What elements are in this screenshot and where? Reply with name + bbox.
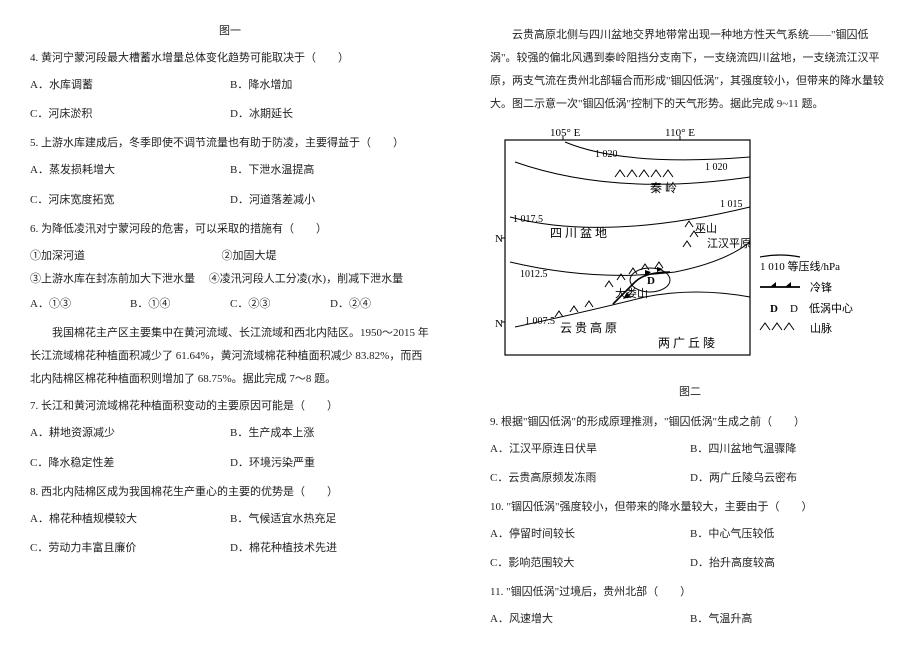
opt: C．②③ bbox=[230, 293, 330, 316]
question-6-choices-b: ③上游水库在封冻前加大下泄水量 ④凌汛河段人工分凌(水)，削减下泄水量 bbox=[30, 268, 430, 291]
region: 两 广 丘 陵 bbox=[658, 336, 715, 350]
passage-7-8: 我国棉花主产区主要集中在黄河流域、长江流域和西北内陆区。1950～2015 年长… bbox=[30, 322, 430, 391]
opt: B．四川盆地气温骤降 bbox=[690, 438, 890, 461]
choice: ①加深河道 bbox=[30, 245, 85, 268]
opt: D．冰期延长 bbox=[230, 103, 430, 126]
question-9-options: A．江汉平原连日伏旱 B．四川盆地气温骤降 bbox=[490, 438, 890, 461]
legend-low: D 低涡中心 bbox=[790, 302, 853, 315]
region: 四 川 盆 地 bbox=[550, 226, 607, 240]
opt: B．①④ bbox=[130, 293, 230, 316]
region: 秦 岭 bbox=[650, 181, 677, 195]
question-8: 8. 西北内陆棉区成为我国棉花生产重心的主要的优势是（ ） bbox=[30, 481, 430, 504]
question-10-options: A．停留时间较长 B．中心气压较低 bbox=[490, 523, 890, 546]
opt: D．两广丘陵乌云密布 bbox=[690, 467, 890, 490]
opt: C．云贵高原频发冻雨 bbox=[490, 467, 690, 490]
question-9: 9. 根据"锢囚低涡"的形成原理推测，"锢囚低涡"生成之前（ ） bbox=[490, 411, 890, 434]
opt: B．生产成本上涨 bbox=[230, 422, 430, 445]
isobar-val: 1 017.5 bbox=[513, 214, 543, 225]
question-10: 10. "锢囚低涡"强度较小，但带来的降水量较大，主要由于（ ） bbox=[490, 496, 890, 519]
question-4: 4. 黄河宁蒙河段最大槽蓄水增量总体变化趋势可能取决于（ ） bbox=[30, 47, 430, 70]
weather-map-svg: 105° E 110° E 30° N 25° N 1 020 bbox=[495, 122, 885, 372]
isobar-val: 1 020 bbox=[595, 149, 618, 160]
question-10-options-b: C．影响范围较大 D．抬升高度较高 bbox=[490, 552, 890, 575]
opt: A．①③ bbox=[30, 293, 130, 316]
question-7-options: A．耕地资源减少 B．生产成本上涨 bbox=[30, 422, 430, 445]
region: 大娄山 bbox=[615, 286, 648, 300]
question-7-options-b: C．降水稳定性差 D．环境污染严重 bbox=[30, 452, 430, 475]
question-11-options: A．风速增大 B．气温升高 bbox=[490, 608, 890, 631]
low-center-mark: D bbox=[647, 275, 655, 287]
map-legend: 1 010 等压线/hPa 冷锋 D D 低涡中心 山脉 bbox=[760, 255, 853, 335]
opt: C．劳动力丰富且廉价 bbox=[30, 537, 230, 560]
figure-1-label: 图一 bbox=[30, 20, 430, 43]
question-5: 5. 上游水库建成后，冬季即使不调节流量也有助于防凌，主要得益于（ ） bbox=[30, 132, 430, 155]
isobar-val: 1 015 bbox=[720, 199, 743, 210]
legend-range: 山脉 bbox=[810, 321, 832, 335]
lat-label: 30° N bbox=[495, 233, 503, 245]
opt: A．耕地资源减少 bbox=[30, 422, 230, 445]
legend-isobar: 1 010 等压线/hPa bbox=[760, 259, 840, 273]
opt: A．停留时间较长 bbox=[490, 523, 690, 546]
opt: D．河道落差减小 bbox=[230, 189, 430, 212]
question-6-choices: ①加深河道 ②加固大堤 bbox=[30, 245, 430, 268]
opt: B．下泄水温提高 bbox=[230, 159, 430, 182]
opt: C．降水稳定性差 bbox=[30, 452, 230, 475]
question-6-options: A．①③ B．①④ C．②③ D．②④ bbox=[30, 293, 430, 316]
region: 巫山 bbox=[695, 222, 717, 235]
opt: B．气候适宜水热充足 bbox=[230, 508, 430, 531]
map-figure-2: 105° E 110° E 30° N 25° N 1 020 bbox=[490, 122, 890, 404]
svg-text:D: D bbox=[770, 303, 778, 315]
lat-label: 25° N bbox=[495, 318, 503, 330]
question-6: 6. 为降低凌汛对宁蒙河段的危害，可以采取的措施有（ ） bbox=[30, 218, 430, 241]
opt: A．风速增大 bbox=[490, 608, 690, 631]
opt: D．②④ bbox=[330, 293, 430, 316]
opt: A．棉花种植规模较大 bbox=[30, 508, 230, 531]
question-8-options-b: C．劳动力丰富且廉价 D．棉花种植技术先进 bbox=[30, 537, 430, 560]
question-7: 7. 长江和黄河流域棉花种植面积变动的主要原因可能是（ ） bbox=[30, 395, 430, 418]
question-4-options: A．水库调蓄 B．降水增加 bbox=[30, 74, 430, 97]
opt: B．中心气压较低 bbox=[690, 523, 890, 546]
choice: ④凌汛河段人工分凌(水)，削减下泄水量 bbox=[209, 268, 403, 291]
opt: B．降水增加 bbox=[230, 74, 430, 97]
legend-front: 冷锋 bbox=[810, 281, 832, 294]
choice: ③上游水库在封冻前加大下泄水量 bbox=[30, 268, 195, 291]
opt: C．河床宽度拓宽 bbox=[30, 189, 230, 212]
question-5-options-b: C．河床宽度拓宽 D．河道落差减小 bbox=[30, 189, 430, 212]
lon-label: 105° E bbox=[550, 127, 581, 139]
opt: A．水库调蓄 bbox=[30, 74, 230, 97]
opt: C．影响范围较大 bbox=[490, 552, 690, 575]
right-column: 云贵高原北侧与四川盆地交界地带常出现一种地方性天气系统——"锢囚低涡"。较强的偏… bbox=[460, 0, 920, 650]
opt: D．环境污染严重 bbox=[230, 452, 430, 475]
question-11: 11. "锢囚低涡"过境后，贵州北部（ ） bbox=[490, 581, 890, 604]
figure-2-label: 图二 bbox=[490, 381, 890, 404]
choice: ②加固大堤 bbox=[222, 245, 277, 268]
isobar-val: 1 007.5 bbox=[525, 316, 555, 327]
question-4-options-b: C．河床淤积 D．冰期延长 bbox=[30, 103, 430, 126]
question-5-options: A．蒸发损耗增大 B．下泄水温提高 bbox=[30, 159, 430, 182]
opt: A．蒸发损耗增大 bbox=[30, 159, 230, 182]
opt: B．气温升高 bbox=[690, 608, 890, 631]
question-9-options-b: C．云贵高原频发冻雨 D．两广丘陵乌云密布 bbox=[490, 467, 890, 490]
region: 江汉平原 bbox=[707, 237, 751, 250]
passage-9-11: 云贵高原北侧与四川盆地交界地带常出现一种地方性天气系统——"锢囚低涡"。较强的偏… bbox=[490, 24, 890, 116]
question-8-options: A．棉花种植规模较大 B．气候适宜水热充足 bbox=[30, 508, 430, 531]
opt: D．抬升高度较高 bbox=[690, 552, 890, 575]
region: 云 贵 高 原 bbox=[560, 320, 617, 335]
opt: C．河床淤积 bbox=[30, 103, 230, 126]
isobar-val: 1 020 bbox=[705, 162, 728, 173]
opt: D．棉花种植技术先进 bbox=[230, 537, 430, 560]
left-column: 图一 4. 黄河宁蒙河段最大槽蓄水增量总体变化趋势可能取决于（ ） A．水库调蓄… bbox=[0, 0, 460, 650]
opt: A．江汉平原连日伏旱 bbox=[490, 438, 690, 461]
isobar-val: 1012.5 bbox=[520, 269, 548, 280]
